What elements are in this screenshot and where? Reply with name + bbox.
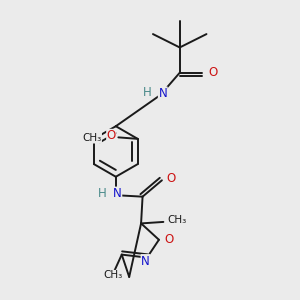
Text: H: H	[98, 187, 107, 200]
Text: CH₃: CH₃	[103, 270, 122, 280]
Text: O: O	[208, 66, 218, 79]
Text: CH₃: CH₃	[82, 133, 101, 143]
Text: H: H	[143, 85, 152, 98]
Text: O: O	[107, 129, 116, 142]
Text: N: N	[141, 255, 150, 268]
Text: N: N	[158, 87, 167, 100]
Text: O: O	[164, 233, 173, 246]
Text: O: O	[166, 172, 176, 185]
Text: N: N	[113, 187, 122, 200]
Text: CH₃: CH₃	[168, 215, 187, 225]
